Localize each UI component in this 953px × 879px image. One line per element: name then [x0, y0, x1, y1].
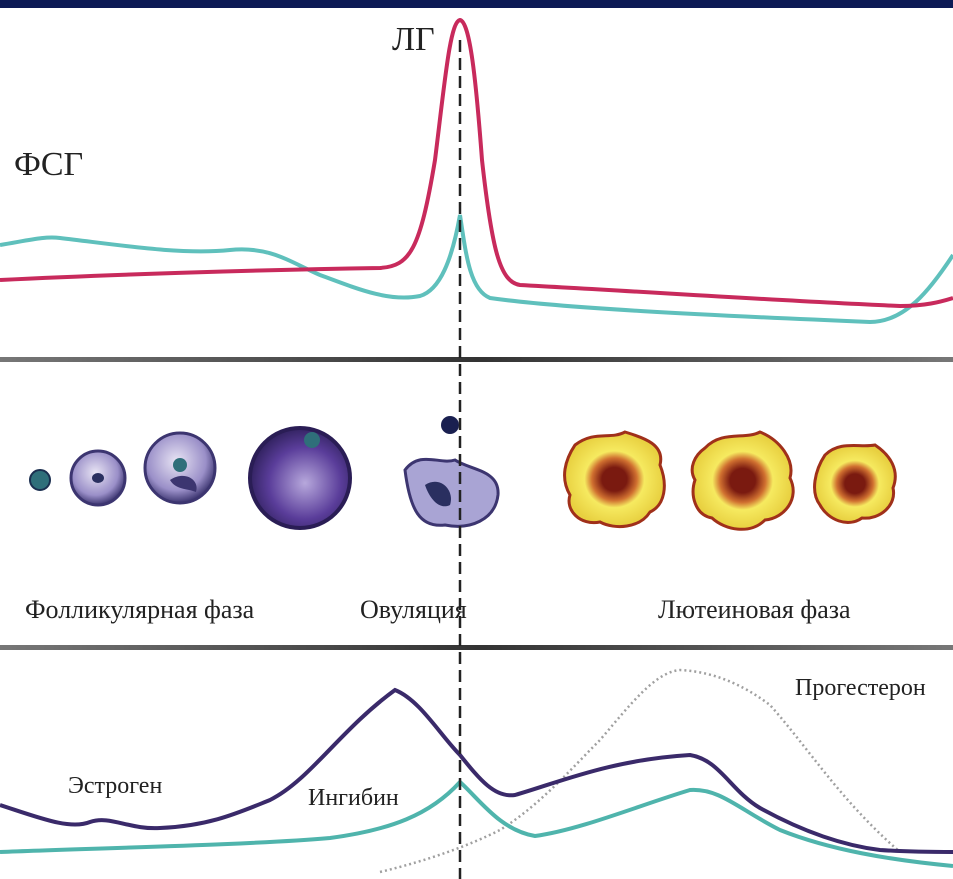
lh-curve	[0, 17, 953, 309]
follicles	[29, 416, 500, 530]
separator	[0, 357, 953, 362]
top-bar	[0, 0, 953, 8]
inhibin-curve	[0, 779, 953, 868]
phase-label: Фолликулярная фаза	[25, 595, 255, 624]
phase-label: Овуляция	[360, 595, 467, 624]
estrogen-curve	[0, 687, 953, 854]
lh-label: ЛГ	[392, 21, 435, 58]
fsh-label: ФСГ	[14, 146, 83, 183]
separator	[0, 645, 953, 650]
estrogen-label: Эстроген	[68, 773, 162, 799]
fsh-curve	[0, 214, 953, 325]
inhibin-label: Ингибин	[308, 785, 399, 811]
progesterone-label: Прогестерон	[795, 675, 926, 701]
corpus-luteum	[563, 430, 897, 531]
phase-label: Лютеиновая фаза	[658, 595, 851, 624]
